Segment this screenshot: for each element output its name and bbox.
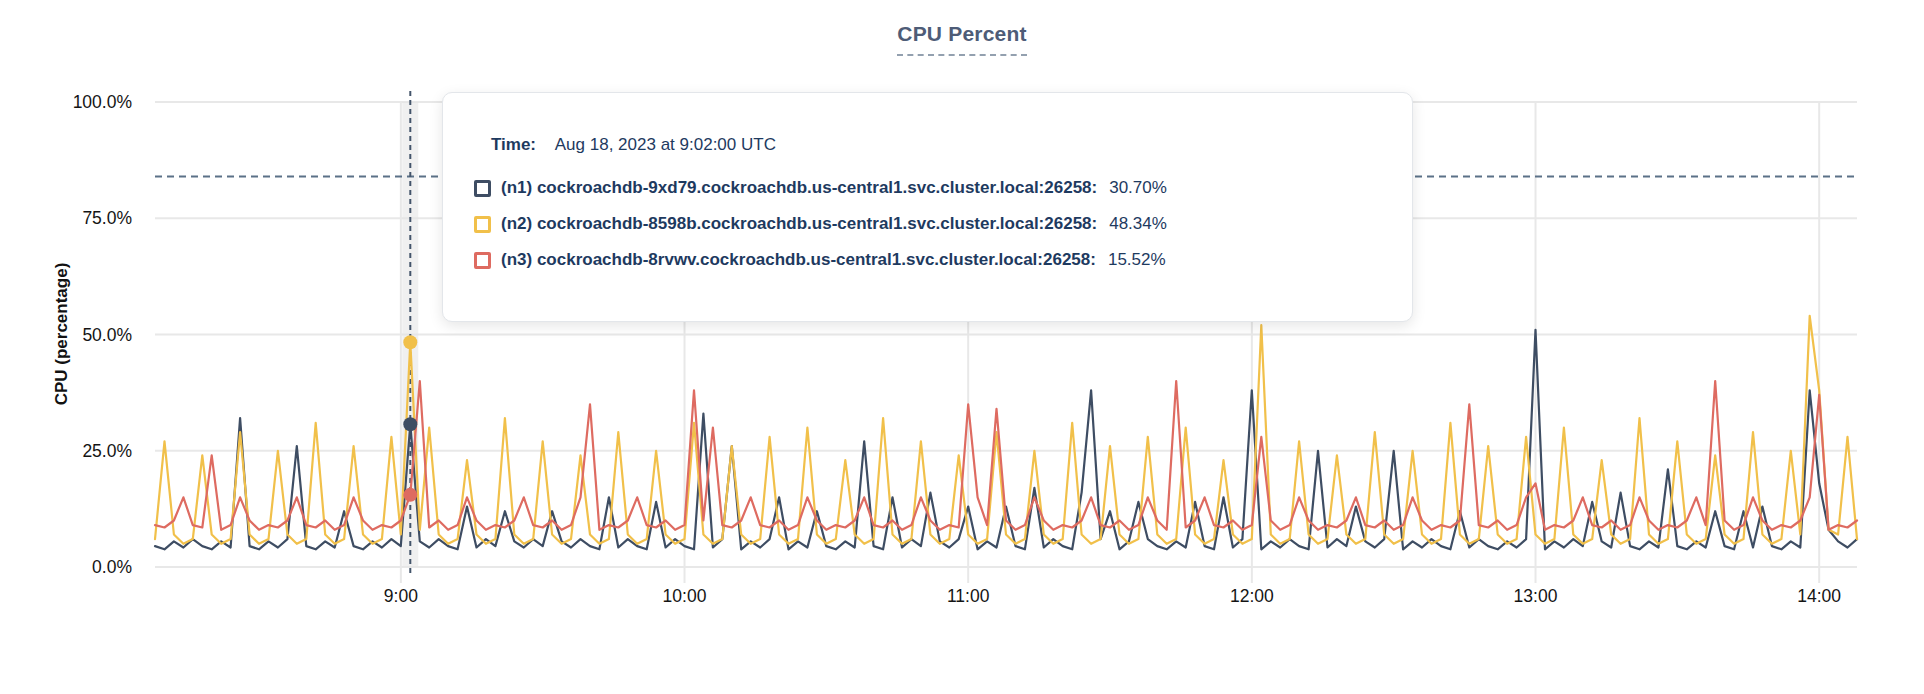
x-tick-label: 14:00: [1769, 586, 1869, 607]
series-swatch-icon: [474, 180, 491, 197]
chart-tooltip: Time: Aug 18, 2023 at 9:02:00 UTC (n1) c…: [442, 92, 1413, 322]
y-tick-label: 100.0%: [28, 91, 132, 113]
series-swatch-icon: [474, 216, 491, 233]
y-tick-label: 75.0%: [28, 207, 132, 229]
x-tick-label: 12:00: [1202, 586, 1302, 607]
chart-header: CPU Percent: [0, 22, 1924, 56]
chart-title[interactable]: CPU Percent: [897, 22, 1026, 56]
tooltip-series-label: (n3) cockroachdb-8rvwv.cockroachdb.us-ce…: [501, 250, 1096, 270]
x-tick-label: 10:00: [635, 586, 735, 607]
hover-point-n2: [403, 335, 417, 349]
tooltip-series-value: 15.52%: [1108, 250, 1166, 270]
tooltip-time-value: Aug 18, 2023 at 9:02:00 UTC: [555, 135, 776, 154]
tooltip-time-row: Time: Aug 18, 2023 at 9:02:00 UTC: [491, 135, 1412, 155]
tooltip-time-label: Time:: [491, 135, 536, 154]
tooltip-series-value: 30.70%: [1109, 178, 1167, 198]
tooltip-series-label: (n2) cockroachdb-8598b.cockroachdb.us-ce…: [501, 214, 1097, 234]
hover-point-n3: [403, 488, 417, 502]
cpu-percent-chart-panel: CPU Percent CPU (percentage) Time: Aug 1…: [0, 0, 1924, 694]
tooltip-series-label: (n1) cockroachdb-9xd79.cockroachdb.us-ce…: [501, 178, 1097, 198]
tooltip-series-row-n1: (n1) cockroachdb-9xd79.cockroachdb.us-ce…: [474, 178, 1412, 198]
hover-point-n1: [403, 417, 417, 431]
x-tick-label: 11:00: [918, 586, 1018, 607]
series-swatch-icon: [474, 252, 491, 269]
y-tick-label: 25.0%: [28, 440, 132, 462]
x-tick-label: 13:00: [1486, 586, 1586, 607]
x-tick-label: 9:00: [351, 586, 451, 607]
y-tick-label: 50.0%: [28, 324, 132, 346]
tooltip-series-row-n3: (n3) cockroachdb-8rvwv.cockroachdb.us-ce…: [474, 250, 1412, 270]
tooltip-series-value: 48.34%: [1109, 214, 1167, 234]
tooltip-series-row-n2: (n2) cockroachdb-8598b.cockroachdb.us-ce…: [474, 214, 1412, 234]
y-tick-label: 0.0%: [28, 556, 132, 578]
